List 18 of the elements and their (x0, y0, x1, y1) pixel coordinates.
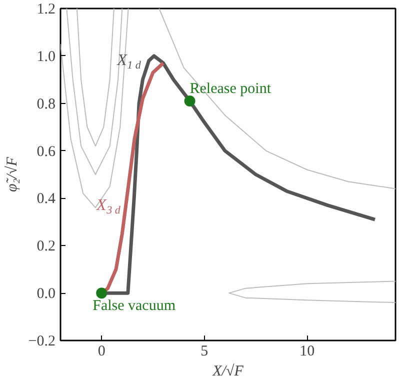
x-tick-label: 10 (300, 344, 315, 360)
y-tick-label: 0.4 (36, 191, 56, 208)
y-tick-label: 0.0 (36, 286, 56, 302)
line-series (228, 280, 396, 304)
series-label: Release point (190, 80, 272, 97)
y-axis-title: φ̃₂/√F (4, 156, 20, 192)
line-series (76, 8, 114, 147)
x-tick-label: 0 (98, 344, 106, 360)
x-tick-label: 5 (200, 344, 208, 360)
y-tick-label: 0.2 (36, 238, 56, 255)
y-tick-label: 0.8 (36, 96, 56, 112)
y-tick-label: −0.2 (28, 334, 56, 350)
line-series (158, 8, 396, 190)
y-tick-label: 1.2 (36, 2, 56, 18)
x-axis-title: X/√F (212, 364, 244, 380)
series-label: False vacuum (92, 298, 176, 314)
y-tick-label: 1.0 (36, 48, 56, 65)
y-tick-label: 0.6 (36, 144, 56, 160)
